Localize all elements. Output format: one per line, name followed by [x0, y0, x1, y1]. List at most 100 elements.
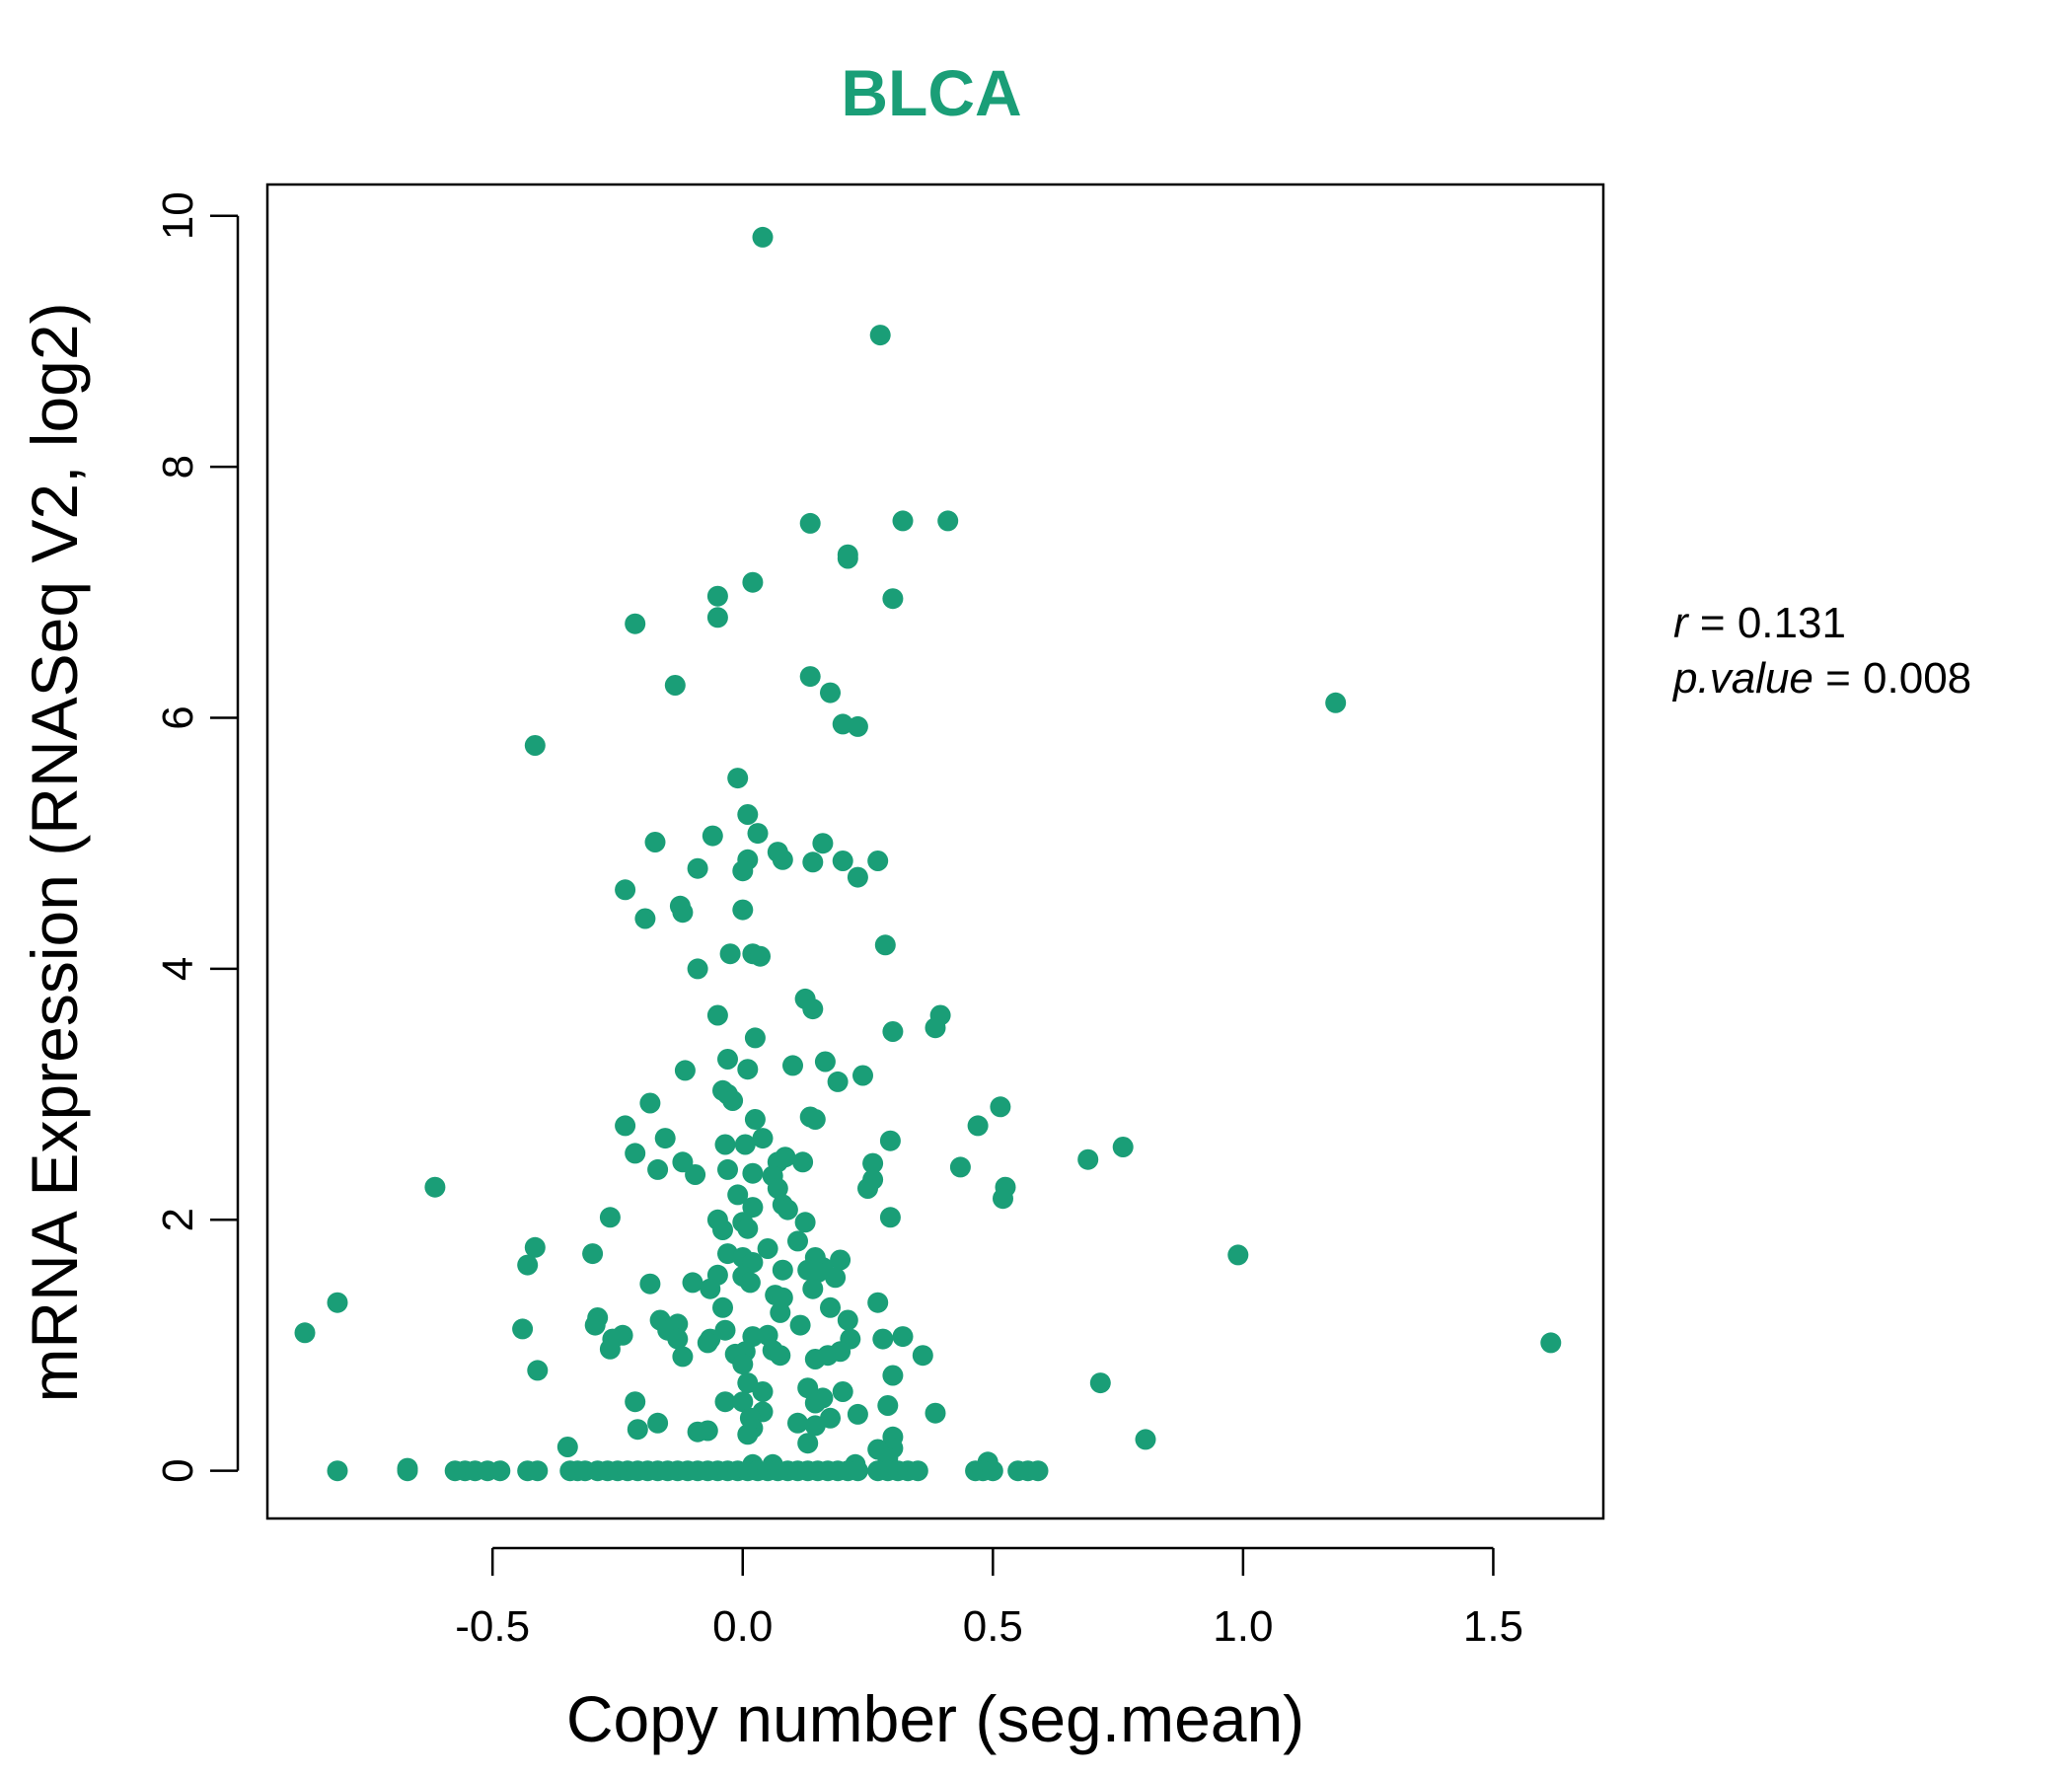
data-point: [527, 1360, 549, 1381]
p-equals: =: [1825, 654, 1863, 703]
data-point: [879, 1207, 901, 1228]
p-label: p.value: [1671, 654, 1813, 703]
data-point: [1540, 1332, 1562, 1354]
data-point: [732, 899, 754, 921]
data-point: [654, 1128, 676, 1149]
data-point: [615, 879, 636, 901]
data-point: [837, 1309, 858, 1331]
svg-text:r = 0.131: r = 0.131: [1673, 599, 1846, 647]
data-point: [750, 945, 771, 967]
data-point: [797, 1433, 819, 1454]
data-point: [787, 1230, 808, 1252]
data-point: [664, 675, 686, 696]
data-point: [742, 1162, 764, 1184]
data-point: [804, 1392, 826, 1414]
chart-title: BLCA: [841, 56, 1021, 129]
data-point: [867, 851, 889, 871]
data-point: [327, 1292, 348, 1313]
data-point: [627, 1419, 648, 1441]
data-point: [772, 1259, 793, 1281]
data-point: [832, 1381, 853, 1402]
data-point: [752, 1381, 774, 1402]
data-point: [770, 1301, 791, 1323]
data-point: [874, 934, 896, 956]
x-tick-label: 1.5: [1463, 1602, 1523, 1651]
data-point: [744, 1027, 766, 1049]
svg-text:p.value = 0.008: p.value = 0.008: [1671, 654, 1971, 703]
data-point: [802, 999, 824, 1020]
data-point: [489, 1460, 511, 1482]
data-point: [706, 607, 728, 629]
data-point: [830, 1249, 851, 1271]
data-point: [912, 1345, 933, 1367]
data-point: [706, 585, 728, 607]
data-point: [712, 1296, 733, 1318]
data-point: [837, 548, 858, 569]
data-point: [1135, 1429, 1156, 1450]
y-tick-label: 10: [154, 191, 202, 240]
data-point: [847, 715, 868, 737]
data-point: [862, 1152, 884, 1174]
data-point: [802, 1278, 824, 1299]
data-point: [742, 1197, 764, 1219]
data-point: [872, 1328, 894, 1350]
data-point: [990, 1096, 1011, 1118]
data-point: [674, 1060, 696, 1081]
data-point: [714, 1319, 736, 1341]
data-point: [712, 1220, 733, 1240]
data-point: [879, 1130, 901, 1151]
data-point: [737, 1372, 759, 1394]
data-point: [714, 1391, 736, 1413]
data-point: [294, 1322, 316, 1344]
data-point: [739, 1272, 761, 1294]
data-points: [294, 226, 1562, 1482]
data-point: [892, 510, 914, 532]
data-point: [737, 1059, 759, 1080]
data-point: [700, 1278, 721, 1299]
y-tick-label: 2: [154, 1208, 202, 1231]
data-point: [737, 1218, 759, 1239]
data-point: [757, 1238, 778, 1259]
data-point: [625, 1143, 646, 1164]
data-point: [752, 1128, 774, 1149]
data-point: [527, 1460, 549, 1482]
data-point: [737, 1424, 759, 1445]
data-point: [732, 1354, 754, 1375]
data-point: [877, 1395, 899, 1416]
data-point: [524, 1236, 546, 1258]
data-point: [744, 1109, 766, 1130]
data-point: [787, 1412, 808, 1434]
data-point: [857, 1178, 878, 1199]
data-point: [1077, 1148, 1099, 1170]
y-axis-label: mRNA Expression (RNASeq V2, log2): [18, 302, 91, 1402]
data-point: [582, 1243, 604, 1265]
data-point: [697, 1332, 718, 1354]
data-point: [732, 1391, 754, 1413]
data-point: [847, 1460, 868, 1482]
data-point: [687, 958, 708, 980]
y-tick-label: 4: [154, 957, 202, 981]
data-point: [556, 1437, 578, 1457]
data-point: [807, 1262, 829, 1284]
data-point: [777, 1199, 798, 1221]
data-point: [949, 1156, 971, 1178]
data-point: [327, 1460, 348, 1482]
data-point: [706, 1004, 728, 1026]
data-point: [625, 613, 646, 634]
data-point: [892, 1326, 914, 1348]
r-equals: =: [1700, 599, 1738, 647]
data-point: [804, 1415, 826, 1437]
data-point: [882, 1021, 904, 1042]
data-point: [820, 1296, 841, 1318]
x-axis: -0.5 0.0 0.5 1.0 1.5: [455, 1546, 1523, 1651]
data-point: [1325, 692, 1347, 713]
data-point: [685, 1164, 706, 1185]
data-point: [639, 1273, 661, 1295]
correlation-annotation: r = 0.131 p.value = 0.008: [1671, 599, 1971, 703]
data-point: [1112, 1137, 1134, 1157]
data-point: [814, 1051, 836, 1073]
data-point: [697, 1420, 718, 1442]
data-point: [524, 735, 546, 756]
data-point: [799, 512, 821, 534]
